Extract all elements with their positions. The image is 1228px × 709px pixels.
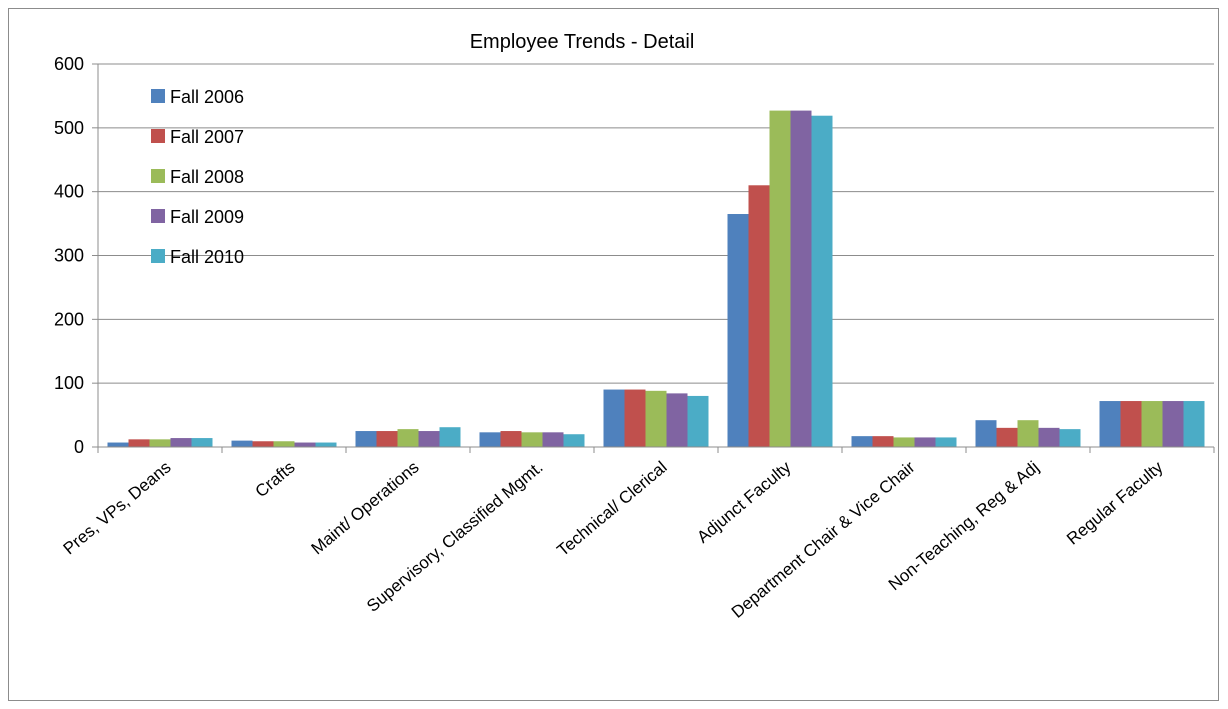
bar bbox=[273, 441, 295, 447]
bar bbox=[191, 438, 213, 447]
bar bbox=[355, 431, 377, 447]
bar bbox=[563, 434, 585, 447]
bar bbox=[439, 427, 461, 447]
bar bbox=[397, 429, 419, 447]
x-axis-categories: Pres, VPs, Deans Crafts Maint/ OperationsS… bbox=[60, 457, 1167, 622]
y-tick-label: 600 bbox=[54, 54, 84, 74]
y-axis-ticks: 0 100 200 300 400 500 600 bbox=[54, 54, 84, 457]
legend-entry: Fall 2009 bbox=[170, 207, 244, 227]
bar bbox=[603, 389, 625, 447]
legend-entry: Fall 2008 bbox=[170, 167, 244, 187]
gridlines bbox=[92, 63, 1214, 448]
y-tick-label: 200 bbox=[54, 309, 84, 329]
bar bbox=[376, 431, 398, 447]
bar bbox=[418, 431, 440, 447]
bar bbox=[872, 436, 894, 447]
x-category-label: Pres, VPs, Deans bbox=[60, 458, 175, 559]
bar bbox=[769, 110, 791, 448]
bar bbox=[645, 390, 667, 447]
y-tick-label: 0 bbox=[74, 437, 84, 457]
bar bbox=[231, 440, 253, 447]
bar bbox=[790, 110, 812, 448]
chart-title: Employee Trends - Detail bbox=[470, 31, 695, 53]
bar bbox=[1017, 420, 1039, 447]
legend-entry: Fall 2006 bbox=[170, 87, 244, 107]
bar bbox=[170, 438, 192, 447]
legend-swatch bbox=[151, 249, 165, 263]
bar bbox=[1183, 401, 1205, 447]
y-tick-label: 100 bbox=[54, 373, 84, 393]
legend-swatch bbox=[151, 169, 165, 183]
x-category-label: Regular Faculty bbox=[1063, 457, 1167, 548]
bar bbox=[1141, 401, 1163, 447]
bar bbox=[975, 420, 997, 447]
x-category-label: Adjunct Faculty bbox=[693, 457, 795, 547]
bar bbox=[1038, 427, 1060, 447]
bar bbox=[748, 185, 770, 448]
bar bbox=[727, 214, 749, 447]
bar bbox=[521, 432, 543, 447]
x-category-label: Maint/ Operations bbox=[308, 458, 423, 559]
bar bbox=[914, 437, 936, 447]
bar bbox=[315, 442, 337, 447]
legend-swatch bbox=[151, 209, 165, 223]
bar bbox=[996, 427, 1018, 447]
bar bbox=[479, 432, 501, 447]
bar bbox=[1120, 401, 1142, 447]
x-category-label: Crafts bbox=[252, 458, 299, 502]
bar bbox=[252, 441, 274, 447]
axes bbox=[97, 64, 1215, 453]
bar bbox=[1059, 429, 1081, 447]
legend-entry: Fall 2010 bbox=[170, 247, 244, 267]
y-tick-label: 500 bbox=[54, 118, 84, 138]
bar bbox=[107, 442, 129, 447]
bar bbox=[687, 395, 709, 447]
bar bbox=[1162, 401, 1184, 447]
legend-swatch bbox=[151, 89, 165, 103]
bar bbox=[1099, 401, 1121, 447]
bars bbox=[107, 110, 1205, 448]
chart-frame bbox=[8, 8, 1219, 701]
bar bbox=[811, 115, 833, 447]
legend-entry: Fall 2007 bbox=[170, 127, 244, 147]
bar bbox=[294, 442, 316, 447]
bar bbox=[624, 389, 646, 447]
bar bbox=[128, 439, 150, 447]
bar bbox=[935, 437, 957, 447]
y-tick-label: 400 bbox=[54, 182, 84, 202]
bar bbox=[500, 431, 522, 447]
bar bbox=[542, 432, 564, 447]
bar bbox=[149, 439, 171, 447]
y-tick-label: 300 bbox=[54, 246, 84, 266]
bar bbox=[851, 436, 873, 447]
bar bbox=[666, 393, 688, 447]
x-category-label: Technical/ Clerical bbox=[553, 458, 670, 561]
legend-swatch bbox=[151, 129, 165, 143]
legend: Fall 2006 Fall 2007 Fall 2008 Fall 2009 Fall… bbox=[151, 87, 244, 267]
bar bbox=[893, 437, 915, 447]
